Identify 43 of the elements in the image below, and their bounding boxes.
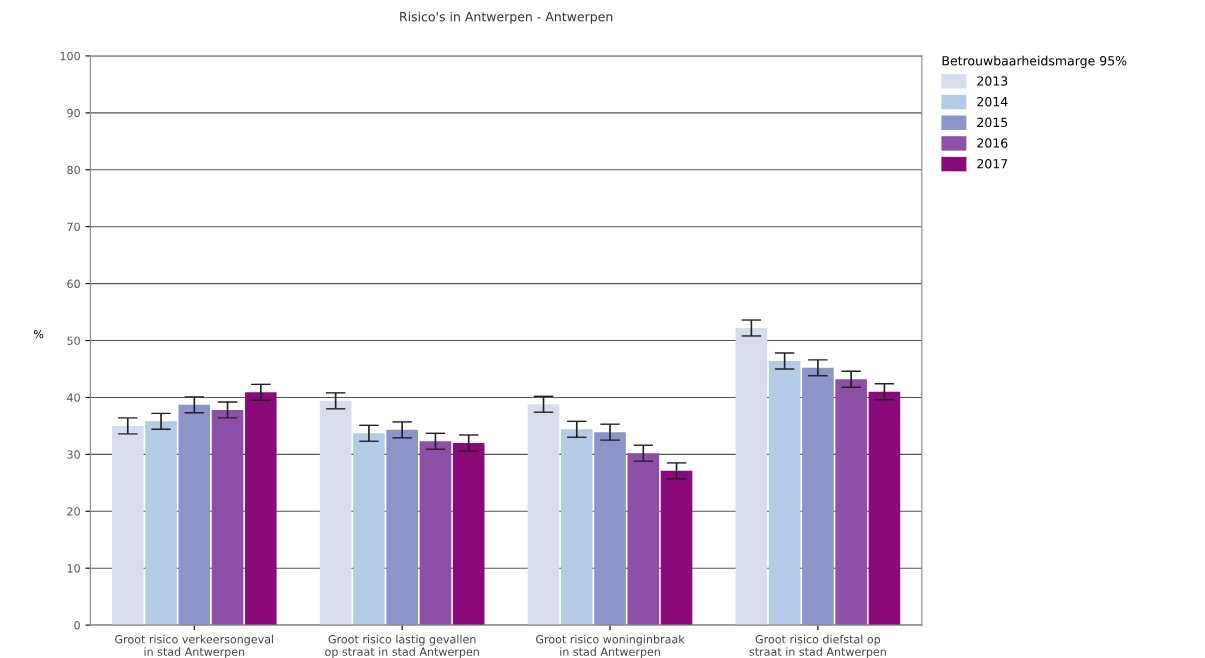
y-tick-label: 80 bbox=[67, 165, 80, 175]
x-tick-label: Groot risico woninginbraak in stad Antwerpen bbox=[536, 634, 685, 658]
bar bbox=[178, 404, 211, 626]
y-tick-label: 90 bbox=[67, 108, 80, 118]
bar bbox=[386, 429, 418, 626]
y-tick-label: 60 bbox=[67, 279, 80, 288]
bar bbox=[560, 429, 593, 626]
bar bbox=[145, 421, 177, 626]
y-tick-label: 0 bbox=[74, 621, 80, 630]
y-tick-label: 40 bbox=[67, 393, 80, 402]
y-tick-label: 50 bbox=[67, 336, 80, 345]
y-tick-label: 10 bbox=[67, 564, 80, 573]
bar bbox=[419, 441, 452, 626]
legend-title: Betrouwbaarheidsmarge 95% bbox=[942, 55, 1127, 68]
bar bbox=[527, 404, 560, 626]
bar bbox=[353, 433, 385, 626]
x-tick-label: Groot risico lastig gevallen op straat in stad Antwerpen bbox=[325, 634, 479, 658]
bar bbox=[111, 425, 144, 626]
bar bbox=[594, 432, 626, 626]
bar bbox=[627, 453, 660, 626]
bar bbox=[245, 392, 277, 626]
legend-label: 2013 bbox=[977, 76, 1008, 86]
legend-label: 2015 bbox=[977, 117, 1008, 128]
x-tick-label: Groot risico diefstal op straat in stad Antwerpen bbox=[749, 634, 886, 658]
y-axis-title: % bbox=[33, 329, 44, 339]
bar bbox=[868, 391, 901, 626]
bar bbox=[319, 400, 352, 626]
y-tick-label: 100 bbox=[60, 51, 80, 61]
legend-label: 2016 bbox=[977, 138, 1008, 148]
chart-title: Risico's in Antwerpen - Antwerpen bbox=[400, 11, 613, 24]
bar bbox=[802, 367, 834, 626]
y-tick-label: 30 bbox=[67, 450, 80, 459]
legend-label: 2014 bbox=[977, 96, 1008, 107]
y-tick-label: 70 bbox=[67, 222, 80, 232]
x-tick-label: Groot risico verkeersongeval in stad Antwerpen bbox=[115, 634, 274, 658]
bar bbox=[768, 361, 801, 626]
legend-label: 2017 bbox=[977, 158, 1008, 169]
bar bbox=[835, 379, 867, 626]
bar bbox=[452, 442, 485, 626]
bar bbox=[211, 409, 244, 626]
bar bbox=[735, 327, 768, 626]
bar bbox=[660, 470, 693, 626]
y-tick-label: 20 bbox=[67, 507, 80, 516]
